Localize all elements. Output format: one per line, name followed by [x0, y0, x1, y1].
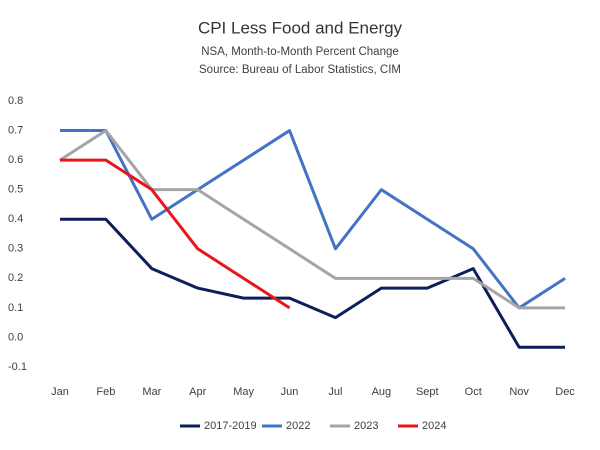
y-tick-label: 0.8 — [8, 95, 23, 107]
y-tick-label: 0.3 — [8, 243, 23, 255]
series-line — [59, 158, 291, 310]
x-tick-label: Sept — [416, 386, 439, 398]
y-tick-label: 0.5 — [8, 184, 23, 196]
x-tick-label: Jul — [328, 386, 342, 398]
x-tick-label: Feb — [96, 386, 115, 398]
chart-subtitle: Source: Bureau of Labor Statistics, CIM — [199, 64, 401, 76]
y-tick-label: 0.7 — [8, 124, 23, 136]
y-tick-label: 0.2 — [8, 272, 23, 284]
x-tick-label: Nov — [509, 386, 529, 398]
series-line — [59, 217, 566, 349]
x-tick-label: Oct — [465, 386, 482, 398]
y-tick-label: 0.6 — [8, 154, 23, 166]
chart-subtitle: NSA, Month-to-Month Percent Change — [201, 46, 399, 58]
y-tick-label: 0.0 — [8, 331, 23, 343]
x-tick-label: May — [233, 386, 254, 398]
x-tick-label: Jan — [51, 386, 69, 398]
x-tick-label: Jun — [281, 386, 299, 398]
legend-label: 2023 — [354, 420, 378, 432]
series-line — [59, 129, 566, 310]
x-tick-label: Mar — [142, 386, 161, 398]
chart-title: CPI Less Food and Energy — [198, 18, 403, 37]
legend-label: 2017-2019 — [204, 420, 257, 432]
y-tick-label: 0.1 — [8, 302, 23, 314]
series-line — [59, 129, 566, 310]
x-tick-label: Dec — [555, 386, 575, 398]
x-tick-label: Aug — [372, 386, 392, 398]
y-tick-label: 0.4 — [8, 213, 23, 225]
legend-label: 2022 — [286, 420, 310, 432]
x-tick-label: Apr — [189, 386, 206, 398]
legend-label: 2024 — [422, 420, 446, 432]
y-tick-label: -0.1 — [8, 361, 27, 373]
